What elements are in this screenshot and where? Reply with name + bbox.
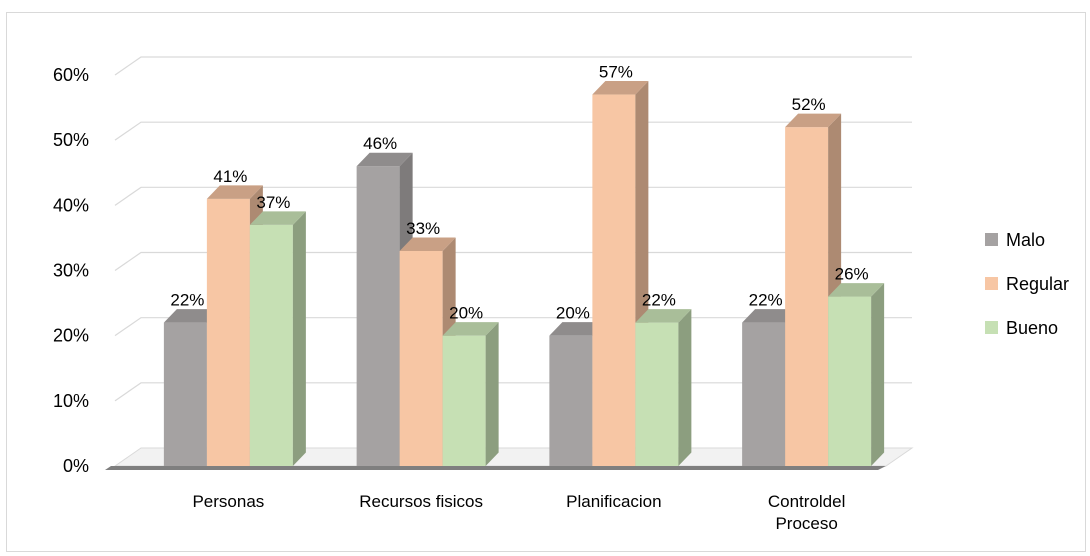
bar-top: [549, 322, 606, 336]
bar-front: [828, 296, 872, 466]
legend: Malo Regular Bueno: [985, 230, 1069, 338]
data-labels: 22% 41% 37% 46% 33% 20% 20% 57% 22% 22% 52% 26%: [170, 63, 868, 323]
category-label: Proceso: [775, 514, 837, 533]
bar-top: [592, 81, 649, 95]
bar-top: [828, 283, 885, 297]
gridline: [114, 251, 912, 271]
bar-front: [399, 250, 443, 466]
data-label: 52%: [792, 95, 826, 114]
bar-top: [163, 309, 220, 323]
x-axis-categories: Personas Recursos fisicos Planificacion Con…: [192, 492, 845, 533]
bar-front: [549, 335, 593, 466]
y-tick-label: 10%: [53, 391, 89, 411]
bar: [828, 283, 885, 466]
legend-swatch: [985, 277, 998, 290]
gridline: [114, 56, 912, 76]
bars: [163, 81, 885, 467]
y-tick-label: 50%: [53, 130, 89, 150]
bar-top: [206, 185, 263, 199]
bar-side: [485, 322, 499, 466]
data-label: 41%: [213, 167, 247, 186]
bar-front: [592, 94, 636, 467]
y-tick-label: 40%: [53, 195, 89, 215]
data-label: 57%: [599, 63, 633, 82]
y-tick-label: 30%: [53, 261, 89, 281]
floor-edge: [105, 466, 886, 470]
y-axis-ticks: 0% 10% 20% 30% 40% 50% 60%: [53, 65, 89, 476]
data-label: 37%: [256, 193, 290, 212]
bar: [399, 237, 456, 466]
legend-label: Bueno: [1006, 318, 1058, 338]
data-label: 33%: [406, 219, 440, 238]
data-label: 22%: [170, 291, 204, 310]
bar-front: [742, 322, 786, 466]
legend-swatch: [985, 321, 998, 334]
data-label: 20%: [449, 304, 483, 323]
bar-front: [249, 224, 293, 466]
category-label: Controldel: [768, 492, 846, 511]
data-label: 20%: [556, 304, 590, 323]
legend-label: Malo: [1006, 230, 1045, 250]
bar-top: [742, 309, 799, 323]
bar-top: [249, 211, 306, 225]
bar-top: [356, 152, 413, 167]
category-label: Personas: [192, 492, 264, 511]
category-label: Planificacion: [566, 492, 661, 511]
gridline: [114, 121, 912, 141]
bar-top: [399, 237, 456, 251]
bar-front: [206, 198, 250, 467]
bar-front: [442, 335, 486, 466]
data-label: 22%: [749, 291, 783, 310]
bar-top: [635, 309, 692, 323]
bar-top: [442, 322, 499, 336]
y-tick-label: 20%: [53, 326, 89, 346]
y-tick-label: 60%: [53, 65, 89, 85]
legend-swatch: [985, 233, 998, 246]
gridline: [114, 186, 912, 206]
bar: [635, 309, 692, 466]
bar-front: [356, 166, 400, 466]
category-label: Recursos fisicos: [359, 492, 483, 511]
legend-label: Regular: [1006, 274, 1069, 294]
data-label: 22%: [642, 291, 676, 310]
bar-side: [678, 309, 692, 466]
data-label: 26%: [835, 265, 869, 284]
bar-front: [785, 127, 829, 466]
bar-side: [292, 211, 306, 466]
y-tick-label: 0%: [63, 456, 89, 476]
bar-side: [871, 283, 885, 466]
bar: [442, 322, 499, 466]
bar-top: [785, 113, 842, 128]
bar: [249, 211, 306, 466]
data-label: 46%: [363, 134, 397, 153]
bar-front: [635, 322, 679, 466]
bar-front: [163, 322, 207, 466]
